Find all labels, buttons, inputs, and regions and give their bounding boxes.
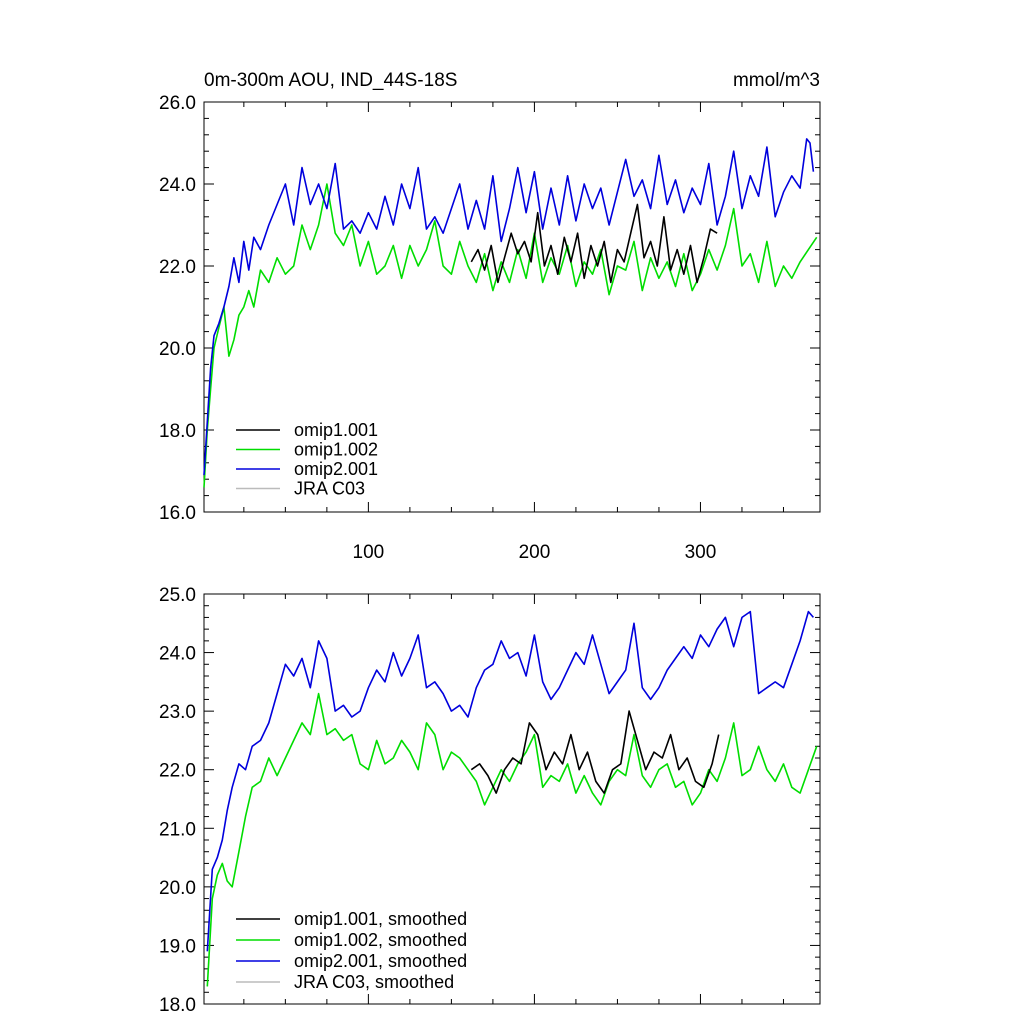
y-tick-label: 18.0 (159, 995, 196, 1016)
x-tick-label: 200 (519, 542, 551, 563)
bottom-panel: 18.0 19.0 20.0 21.0 22.0 23.0 24.0 25.0 omip1.0… (159, 585, 821, 1016)
top-panel-series (203, 138, 818, 488)
plot-frame (203, 593, 821, 1005)
bottom-panel-axes: 18.0 19.0 20.0 21.0 22.0 23.0 24.0 25.0 (159, 585, 821, 1016)
y-tick-label: 22.0 (159, 761, 196, 782)
top-panel-title: 0m-300m AOU, IND_44S-18S (204, 70, 457, 91)
top-panel: 0m-300m AOU, IND_44S-18S mmol/m^3 16.0 18… (159, 70, 821, 563)
legend-label-2: omip1.002, smoothed (294, 930, 467, 950)
series-line-1 (470, 203, 718, 284)
y-tick-label: 20.0 (159, 339, 196, 360)
legend-label-3: omip2.001 (294, 459, 378, 479)
y-tick-label: 21.0 (159, 819, 196, 840)
bottom-panel-series (206, 610, 818, 987)
y-tick-label: 19.0 (159, 936, 196, 957)
x-tick-label: 100 (353, 542, 385, 563)
legend-label-1: omip1.001 (294, 420, 378, 440)
series-line-1 (470, 710, 720, 794)
y-tick-label: 24.0 (159, 644, 196, 665)
series-line-3 (206, 610, 815, 952)
series-line-2 (206, 692, 818, 987)
legend-label-1: omip1.001, smoothed (294, 909, 467, 929)
legend-label-3: omip2.001, smoothed (294, 951, 467, 971)
legend-label-4: JRA C03 (294, 479, 365, 499)
legend-label-4: JRA C03, smoothed (294, 972, 454, 992)
series-line-2 (203, 183, 818, 488)
series-line-3 (203, 138, 815, 476)
y-tick-label: 20.0 (159, 878, 196, 899)
top-panel-axes: 16.0 18.0 20.0 22.0 24.0 26.0 100 200 300 (159, 93, 821, 563)
y-tick-label: 25.0 (159, 585, 196, 606)
y-tick-label: 26.0 (159, 93, 196, 114)
y-tick-label: 22.0 (159, 257, 196, 278)
top-panel-units: mmol/m^3 (733, 70, 820, 91)
y-tick-label: 16.0 (159, 503, 196, 524)
y-tick-label: 24.0 (159, 175, 196, 196)
legend-label-2: omip1.002 (294, 440, 378, 460)
x-tick-label: 300 (685, 542, 717, 563)
y-tick-label: 18.0 (159, 421, 196, 442)
plot-frame (203, 101, 821, 513)
y-tick-label: 23.0 (159, 702, 196, 723)
